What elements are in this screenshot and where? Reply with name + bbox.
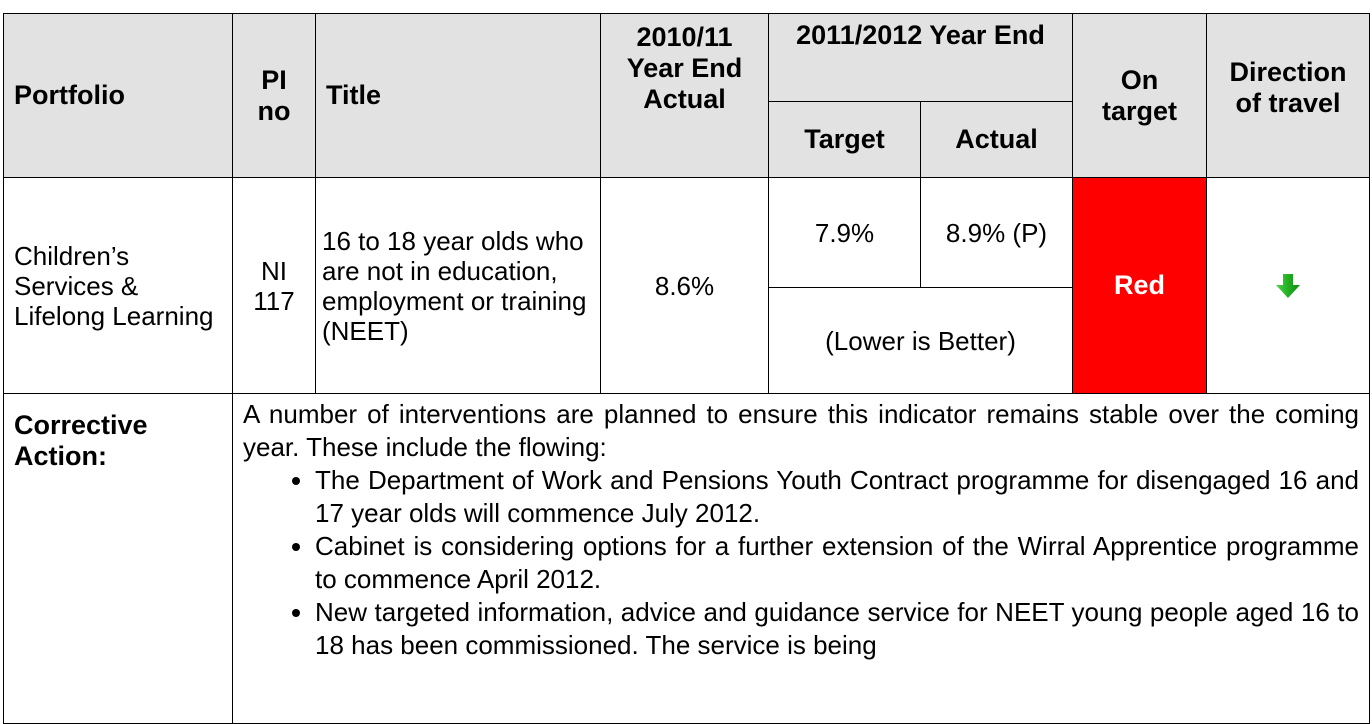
header-direction-of-travel: Direction of travel — [1206, 13, 1370, 178]
title-cell: 16 to 18 year olds who are not in educat… — [315, 177, 601, 394]
header-pi-no: PI no — [232, 13, 316, 178]
header-2011-2012-year-end: 2011/2012 Year End — [768, 13, 1073, 102]
header-title: Title — [315, 13, 601, 178]
header-on-target: On target — [1072, 13, 1207, 178]
prev-year-actual-cell: 8.6% — [600, 177, 769, 394]
header-2010-11-actual: 2010/11 Year End Actual — [600, 13, 769, 178]
corrective-bullet: New targeted information, advice and gui… — [315, 596, 1359, 662]
lower-is-better-note: (Lower is Better) — [768, 287, 1073, 394]
pi-number-cell: NI 117 — [232, 177, 316, 394]
direction-of-travel-cell — [1206, 177, 1370, 394]
corrective-bullet: The Department of Work and Pensions Yout… — [315, 464, 1359, 530]
portfolio-cell: Children’s Services & Lifelong Learning — [3, 177, 233, 394]
header-portfolio: Portfolio — [3, 13, 233, 178]
header-actual: Actual — [920, 101, 1073, 178]
target-value-cell: 7.9% — [768, 177, 921, 288]
corrective-bullet: Cabinet is considering options for a fur… — [315, 530, 1359, 596]
performance-indicator-table: Portfolio PI no Title 2010/11 Year End A… — [3, 13, 1370, 724]
corrective-intro: A number of interventions are planned to… — [243, 399, 1359, 462]
actual-value-cell: 8.9% (P) — [920, 177, 1073, 288]
corrective-action-text: A number of interventions are planned to… — [232, 393, 1370, 724]
on-target-status-badge: Red — [1072, 177, 1207, 394]
header-target: Target — [768, 101, 921, 178]
corrective-bullet-list: The Department of Work and Pensions Yout… — [243, 464, 1359, 662]
corrective-action-label: Corrective Action: — [3, 393, 233, 724]
green-down-arrow-icon — [1276, 273, 1300, 298]
